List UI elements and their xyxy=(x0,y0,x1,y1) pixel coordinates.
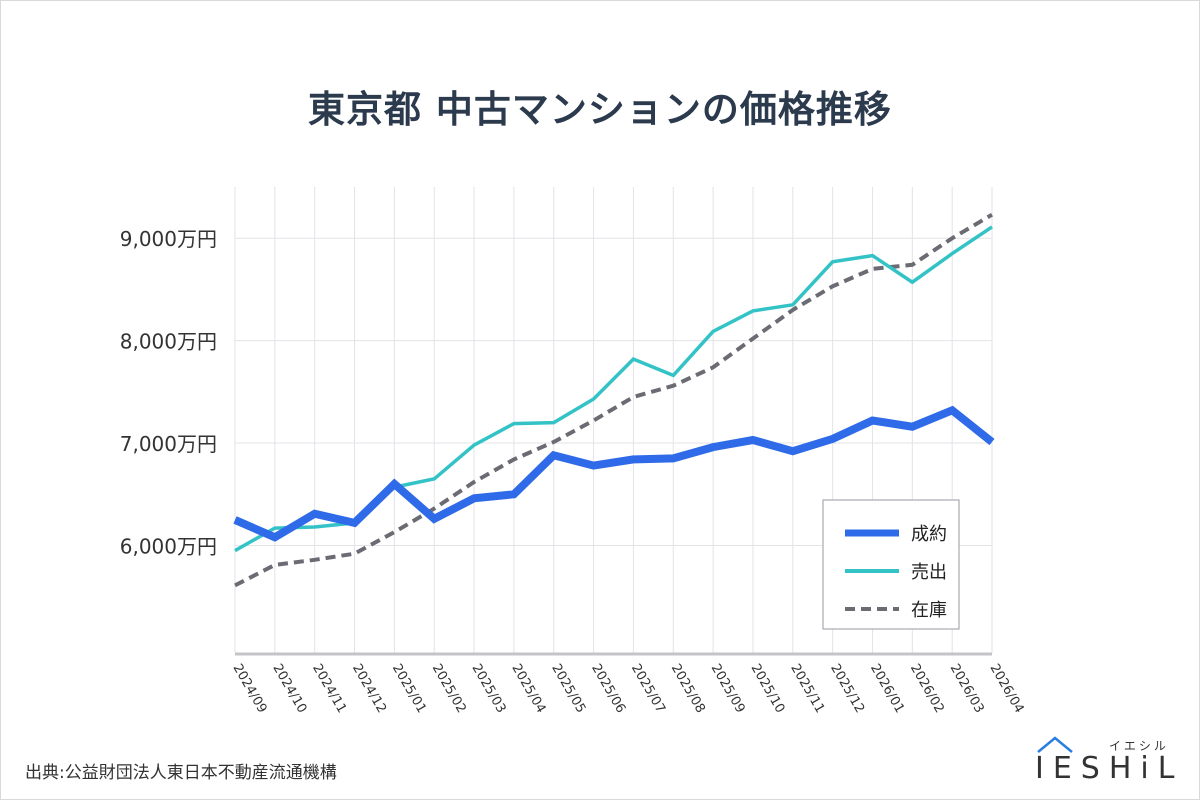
x-tick-label: 2025/06 xyxy=(588,662,628,716)
logo-kana: イエシル xyxy=(1109,739,1169,753)
x-tick-label: 2025/01 xyxy=(389,662,429,716)
x-tick-label: 2025/11 xyxy=(787,662,827,716)
x-tick-label: 2025/07 xyxy=(628,662,668,716)
x-tick-label: 2026/02 xyxy=(907,662,947,716)
x-tick-label: 2024/11 xyxy=(309,662,349,716)
series-line-2 xyxy=(234,212,994,588)
x-tick-label: 2024/09 xyxy=(230,662,270,716)
y-tick-label: 8,000万円 xyxy=(120,330,217,354)
x-tick-label: 2025/12 xyxy=(827,662,867,716)
x-tick-label: 2025/08 xyxy=(668,662,708,716)
x-tick-label: 2025/10 xyxy=(747,662,787,716)
x-tick-label: 2025/02 xyxy=(429,662,469,716)
x-tick-label: 2026/04 xyxy=(987,662,1027,716)
y-tick-label: 9,000万円 xyxy=(120,227,217,251)
y-tick-label: 6,000万円 xyxy=(120,534,217,558)
x-tick-label: 2025/05 xyxy=(548,662,588,716)
x-tick-label: 2025/03 xyxy=(469,662,509,716)
x-tick-label: 2025/04 xyxy=(508,662,548,716)
x-tick-label: 2024/12 xyxy=(349,662,389,716)
logo-word: IESHiL xyxy=(1035,751,1184,786)
chart-title: 東京都 中古マンションの価格推移 xyxy=(308,88,892,131)
x-tick-label: 2024/10 xyxy=(269,662,309,716)
series-line-0 xyxy=(233,405,995,542)
legend-label-1: 売出 xyxy=(911,562,947,583)
legend-label-2: 在庫 xyxy=(911,600,947,621)
x-tick-label: 2026/01 xyxy=(867,662,907,716)
y-tick-label: 7,000万円 xyxy=(120,432,217,456)
ieshil-logo: イエシル IESHiL xyxy=(1031,733,1174,789)
source-note: 出典:公益財団法人東日本不動産流通機構 xyxy=(25,763,337,783)
x-tick-label: 2025/09 xyxy=(708,662,748,716)
house-roof-icon xyxy=(1037,736,1073,753)
legend-label-0: 成約 xyxy=(911,524,947,545)
x-tick-label: 2026/03 xyxy=(947,662,987,716)
